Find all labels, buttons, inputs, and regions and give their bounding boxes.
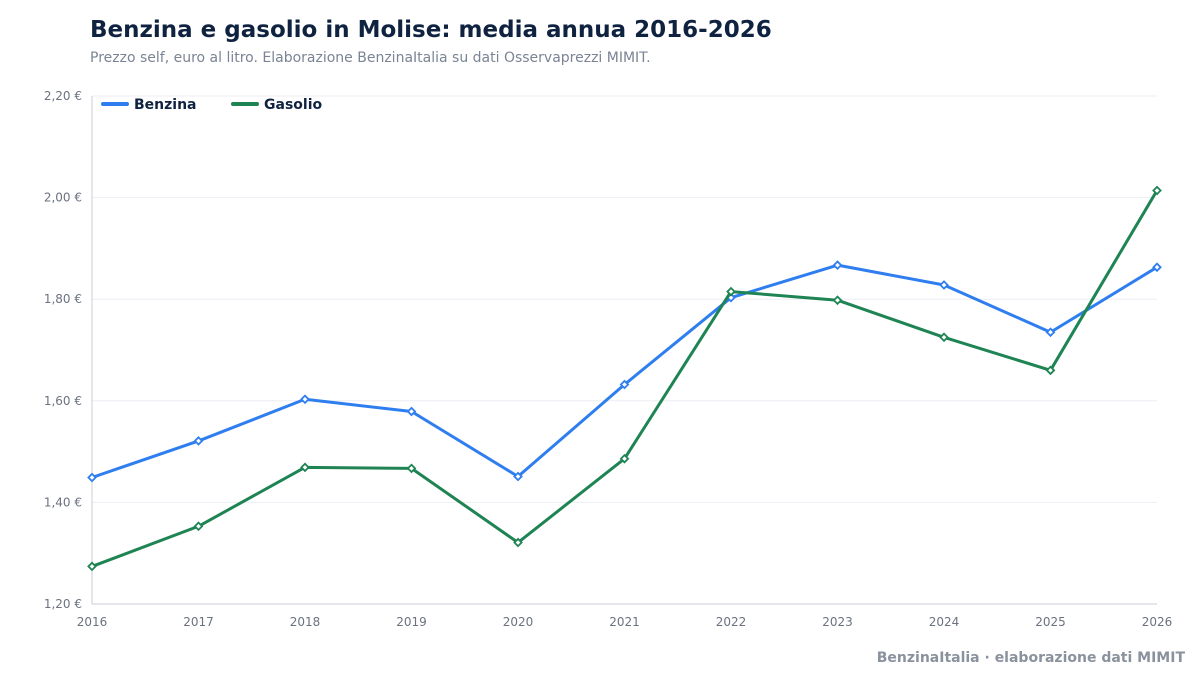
data-point-gasolio <box>832 295 843 306</box>
y-tick-label: 1,80 € <box>44 292 82 306</box>
chart-subtitle: Prezzo self, euro al litro. Elaborazione… <box>90 50 651 66</box>
x-axis-tick-labels: 2016 2017 2018 2019 2020 2021 2022 2023 2024 2025… <box>77 615 1173 629</box>
data-point-benzina <box>939 280 949 290</box>
legend-label-benzina: Benzina <box>134 97 197 113</box>
data-point-gasolio <box>87 561 97 572</box>
data-point-benzina <box>406 406 417 417</box>
x-tick-label: 2016 <box>77 615 108 629</box>
chart-title: Benzina e gasolio in Molise: media annua… <box>90 17 772 43</box>
data-point-gasolio <box>193 521 204 532</box>
legend: Benzina Gasolio <box>101 97 322 113</box>
x-tick-label: 2023 <box>822 615 853 629</box>
data-point-gasolio <box>1045 365 1056 376</box>
data-point-gasolio <box>513 537 523 548</box>
y-axis-tick-labels: 1,20 € 1,40 € 1,60 € 1,80 € 2,00 € 2,20 € <box>44 89 82 611</box>
data-point-gasolio <box>726 286 736 297</box>
axes <box>91 96 1157 605</box>
x-tick-label: 2018 <box>290 615 321 629</box>
data-point-gasolio <box>300 462 310 473</box>
y-tick-label: 1,60 € <box>44 394 82 408</box>
x-tick-label: 2024 <box>929 615 960 629</box>
data-point-benzina <box>87 472 97 483</box>
x-tick-label: 2022 <box>716 615 747 629</box>
series-line-benzina <box>90 263 1159 480</box>
series-line-gasolio <box>90 188 1159 568</box>
x-tick-label: 2020 <box>503 615 534 629</box>
data-point-benzina <box>1045 327 1056 338</box>
y-tick-label: 2,20 € <box>44 89 82 103</box>
data-point-gasolio <box>1152 185 1162 196</box>
y-tick-label: 1,40 € <box>44 495 82 509</box>
series-lines <box>87 185 1162 572</box>
data-point-benzina <box>193 436 204 446</box>
legend-label-gasolio: Gasolio <box>264 97 322 113</box>
y-tick-label: 2,00 € <box>44 191 82 205</box>
data-point-benzina <box>300 394 310 405</box>
grid-lines <box>92 95 1157 605</box>
x-tick-label: 2025 <box>1035 615 1066 629</box>
x-tick-label: 2021 <box>609 615 640 629</box>
data-point-gasolio <box>406 463 417 474</box>
data-point-benzina <box>1152 262 1162 273</box>
data-point-benzina <box>832 260 843 271</box>
x-tick-label: 2019 <box>396 615 427 629</box>
data-point-benzina <box>513 471 523 482</box>
y-tick-label: 1,20 € <box>44 597 82 611</box>
x-tick-label: 2017 <box>183 615 214 629</box>
x-tick-label: 2026 <box>1142 615 1173 629</box>
source-credit: BenzinaItalia · elaborazione dati MIMIT <box>876 650 1185 666</box>
data-point-benzina <box>619 379 630 390</box>
data-point-gasolio <box>619 453 630 464</box>
data-point-gasolio <box>939 332 949 343</box>
